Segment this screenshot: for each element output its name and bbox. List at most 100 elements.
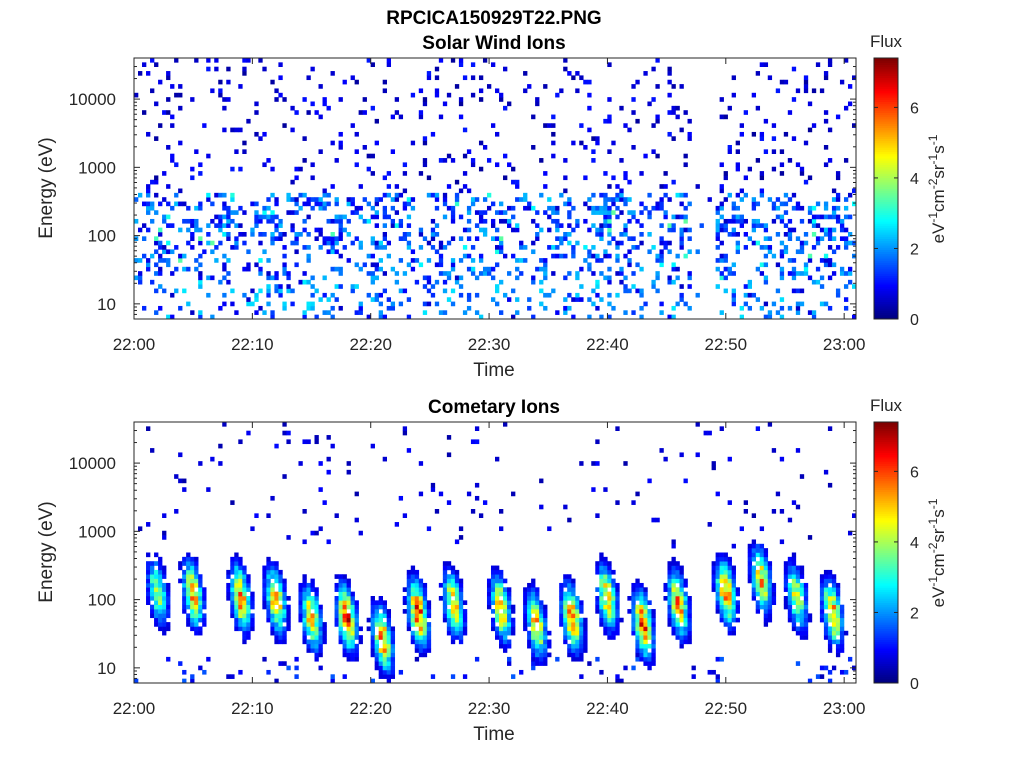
heatmap-cell xyxy=(158,284,163,289)
heatmap-cell xyxy=(218,223,223,228)
heatmap-cell xyxy=(783,596,789,601)
heatmap-cell xyxy=(314,227,319,233)
heatmap-cell xyxy=(238,84,243,89)
heatmap-cell xyxy=(398,223,404,228)
heatmap-cell xyxy=(571,587,576,592)
heatmap-cell xyxy=(719,223,724,228)
heatmap-cell xyxy=(310,630,315,636)
heatmap-cell xyxy=(527,582,532,588)
heatmap-cell xyxy=(302,622,307,627)
heatmap-cell xyxy=(671,105,676,111)
heatmap-cell xyxy=(655,84,660,89)
heatmap-cell xyxy=(651,66,656,72)
heatmap-cell xyxy=(466,266,472,272)
heatmap-cell xyxy=(571,639,576,645)
colorbar-segment xyxy=(874,97,898,100)
heatmap-cell xyxy=(270,626,275,632)
heatmap-cell xyxy=(543,123,548,128)
heatmap-cell xyxy=(286,271,291,276)
heatmap-cell xyxy=(342,596,347,601)
heatmap-cell xyxy=(226,596,231,601)
heatmap-cell xyxy=(755,158,761,163)
colorbar-segment xyxy=(874,474,898,477)
heatmap-cell xyxy=(142,253,147,259)
heatmap-cell xyxy=(310,101,315,107)
heatmap-cell xyxy=(294,110,299,115)
heatmap-cell xyxy=(731,609,736,614)
heatmap-cell xyxy=(723,275,728,281)
colorbar-segment xyxy=(874,463,898,466)
heatmap-cell xyxy=(234,626,239,632)
heatmap-cell xyxy=(142,305,147,311)
heatmap-cell xyxy=(627,236,632,241)
heatmap-cell xyxy=(735,162,740,168)
heatmap-cell xyxy=(803,626,809,632)
heatmap-cell xyxy=(414,591,420,597)
heatmap-cell xyxy=(823,75,829,81)
heatmap-cell xyxy=(843,58,849,63)
heatmap-cell xyxy=(346,652,351,658)
heatmap-cell xyxy=(366,253,371,259)
heatmap-cell xyxy=(386,661,392,666)
heatmap-cell xyxy=(779,149,785,154)
heatmap-cell xyxy=(234,587,239,592)
heatmap-cell xyxy=(831,617,837,623)
heatmap-cell xyxy=(314,530,319,536)
heatmap-cell xyxy=(831,578,837,584)
heatmap-cell xyxy=(230,210,235,215)
heatmap-cell xyxy=(302,578,307,584)
heatmap-cell xyxy=(314,236,319,241)
heatmap-cell xyxy=(342,578,347,584)
heatmap-cell xyxy=(382,271,387,276)
heatmap-cell xyxy=(619,188,624,194)
heatmap-cell xyxy=(647,600,652,605)
heatmap-cell xyxy=(791,613,797,619)
heatmap-cell xyxy=(735,240,740,246)
heatmap-cell xyxy=(495,245,500,250)
heatmap-cell xyxy=(250,604,255,610)
heatmap-cell xyxy=(607,197,612,202)
heatmap-cell xyxy=(603,613,608,619)
heatmap-cell xyxy=(314,604,319,610)
heatmap-cell xyxy=(563,578,568,584)
heatmap-cell xyxy=(775,214,781,220)
heatmap-cell xyxy=(290,227,295,233)
heatmap-cell xyxy=(763,548,769,553)
heatmap-cell xyxy=(635,656,640,662)
heatmap-cell xyxy=(607,240,612,246)
colorbar-segment xyxy=(874,439,898,443)
heatmap-cell xyxy=(462,626,468,632)
heatmap-cell xyxy=(763,596,769,601)
colorbar-segment xyxy=(874,522,898,525)
heatmap-cell xyxy=(238,127,243,133)
heatmap-cell xyxy=(535,630,540,636)
heatmap-cell xyxy=(787,569,793,575)
heatmap-cell xyxy=(827,62,833,67)
heatmap-cell xyxy=(282,271,287,276)
heatmap-cell xyxy=(470,509,476,514)
heatmap-cell xyxy=(426,604,432,610)
heatmap-cell xyxy=(759,604,765,610)
heatmap-cell xyxy=(663,210,668,215)
heatmap-cell xyxy=(599,604,604,610)
heatmap-cell xyxy=(354,162,359,168)
heatmap-cell xyxy=(599,574,604,579)
heatmap-cell xyxy=(715,232,720,237)
heatmap-cell xyxy=(811,310,817,315)
heatmap-cell xyxy=(298,613,303,619)
heatmap-cell xyxy=(454,582,460,588)
heatmap-cell xyxy=(458,626,464,632)
heatmap-cell xyxy=(827,635,833,640)
heatmap-cell xyxy=(202,622,207,627)
heatmap-cell xyxy=(835,613,841,619)
heatmap-cell xyxy=(683,626,688,632)
heatmap-cell xyxy=(390,218,396,224)
heatmap-cell xyxy=(458,604,464,610)
heatmap-cell xyxy=(787,232,793,237)
heatmap-cell xyxy=(539,617,544,623)
heatmap-cell xyxy=(719,569,724,575)
heatmap-cell xyxy=(507,297,512,302)
heatmap-cell xyxy=(446,205,452,211)
heatmap-cell xyxy=(302,604,307,610)
heatmap-cell xyxy=(138,258,143,263)
